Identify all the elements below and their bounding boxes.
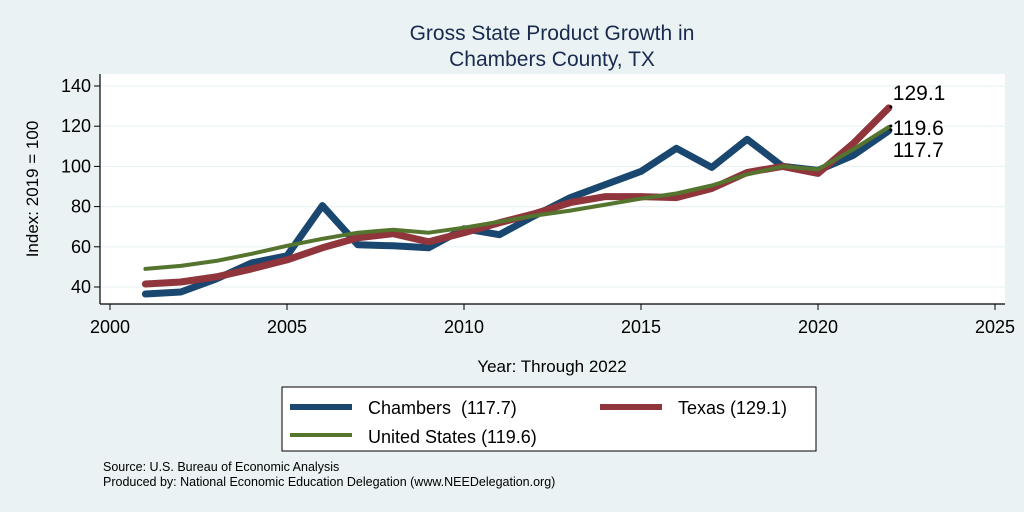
x-tick-label: 2005	[267, 317, 307, 337]
source-note: Source: U.S. Bureau of Economic Analysis	[103, 460, 339, 474]
x-tick-label: 2010	[444, 317, 484, 337]
y-tick-label: 40	[71, 277, 91, 297]
legend-label-chambers: Chambers (117.7)	[368, 398, 517, 418]
series-lines	[141, 104, 893, 298]
legend-label-texas: Texas (129.1)	[678, 398, 787, 418]
x-axis-title: Year: Through 2022	[477, 357, 626, 376]
end-labels: 117.7 129.1 119.6	[889, 82, 945, 162]
end-marker-texas	[889, 105, 893, 109]
legend-box	[281, 386, 817, 452]
y-axis: 40 60 80 100 120 140	[61, 74, 101, 304]
producer-note: Produced by: National Economic Education…	[103, 475, 555, 489]
chart-title-line-1: Gross State Product Growth in	[410, 22, 695, 45]
y-tick-label: 80	[71, 197, 91, 217]
y-tick-label: 60	[71, 237, 91, 257]
x-axis: 2000 2005 2010 2015 2020 2025	[90, 303, 1015, 337]
end-label-united-states: 119.6	[893, 117, 944, 140]
end-marker-chambers	[889, 128, 893, 132]
chart-title-line-2: Chambers County, TX	[449, 48, 655, 71]
y-tick-label: 100	[61, 156, 91, 176]
end-marker-united-states	[889, 124, 893, 128]
y-tick-label: 120	[61, 116, 91, 136]
x-tick-label: 2025	[975, 317, 1015, 337]
series-line-united-states	[143, 125, 891, 271]
x-tick-label: 2020	[798, 317, 838, 337]
y-tick-label: 140	[61, 76, 91, 96]
legend-label-united-states: United States (119.6)	[368, 427, 537, 447]
legend: Chambers (117.7) Texas (129.1) United St…	[281, 386, 817, 452]
end-label-chambers: 117.7	[893, 139, 944, 162]
x-tick-label: 2000	[90, 317, 130, 337]
series-line-chambers	[141, 127, 893, 298]
y-axis-title: Index: 2019 = 100	[23, 121, 42, 258]
end-label-texas: 129.1	[893, 82, 946, 105]
x-tick-label: 2015	[621, 317, 661, 337]
